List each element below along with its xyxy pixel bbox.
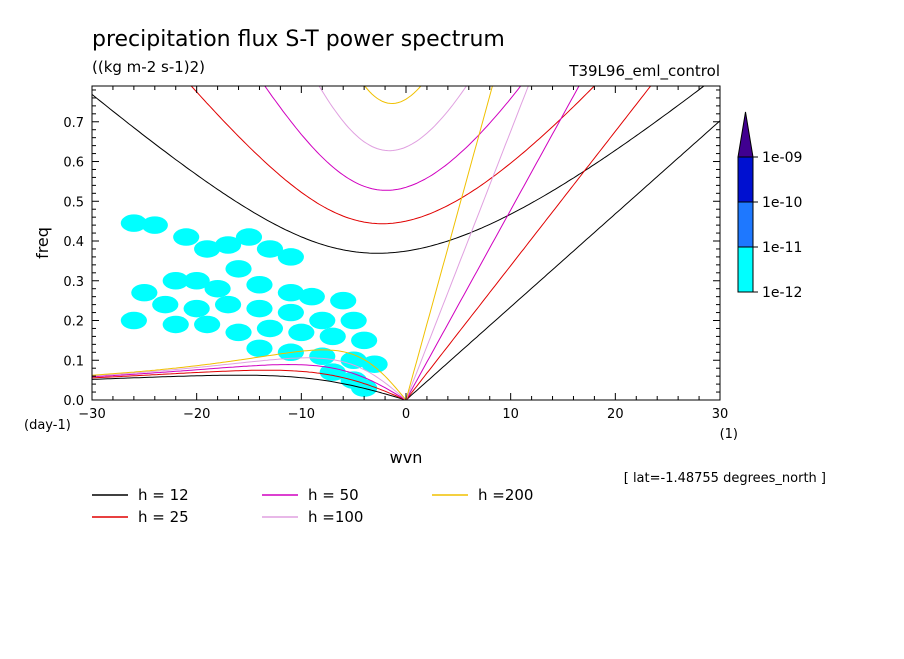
latitude-note: [ lat=-1.48755 degrees_north ]	[624, 471, 826, 486]
x-tick-label: −30	[78, 407, 105, 422]
legend: h = 12 h = 25 h = 50 h =100 h =200	[92, 486, 533, 526]
colorbar-label: 1e-12	[762, 285, 802, 301]
shaded-blob	[152, 295, 179, 314]
inertia-gravity-curve	[264, 86, 522, 191]
x-tick-label: −10	[288, 407, 315, 422]
shaded-blob	[214, 236, 242, 254]
shaded-blob	[246, 339, 273, 358]
shaded-blob	[277, 303, 304, 322]
rossby-wave-curve	[92, 369, 407, 400]
y-tick-label: 0.3	[63, 275, 84, 290]
colorbar-label: 1e-11	[762, 240, 802, 256]
colorbar-segment	[737, 156, 754, 203]
legend-label: h = 50	[308, 486, 359, 504]
shaded-blob	[256, 319, 284, 338]
y-tick-label: 0.0	[63, 394, 84, 409]
rossby-wave-curve	[92, 374, 407, 400]
units-label: ((kg m-2 s-1)2)	[92, 58, 205, 76]
x-tick-label: 0	[402, 407, 410, 422]
x-tick-label: −20	[183, 407, 210, 422]
y-tick-label: 0.2	[63, 315, 84, 330]
kelvin-wave-curve	[405, 86, 529, 400]
shaded-blob	[225, 323, 252, 342]
shaded-blob	[330, 291, 357, 310]
kelvin-wave-curve	[405, 86, 580, 400]
shaded-blob	[277, 248, 304, 266]
shaded-blob	[361, 355, 388, 373]
inertia-gravity-curve	[92, 86, 705, 254]
chart-title: precipitation flux S-T power spectrum	[92, 27, 505, 52]
y-tick-label: 0.5	[63, 195, 84, 210]
dispersion-curves	[92, 86, 720, 400]
shaded-blob	[351, 331, 378, 350]
x-tick-label: 30	[712, 407, 729, 422]
inertia-gravity-curve	[318, 86, 468, 152]
rossby-wave-curve	[92, 357, 407, 400]
shaded-blob	[183, 299, 210, 318]
rossby-wave-curve	[92, 363, 407, 400]
rossby-wave-curve	[92, 349, 407, 400]
shaded-region	[120, 214, 388, 397]
shaded-blob	[120, 311, 147, 330]
legend-label: h = 25	[138, 508, 189, 526]
x-tick-label: 20	[607, 407, 624, 422]
colorbar-segment	[737, 201, 754, 248]
inertia-gravity-curve	[364, 86, 422, 105]
shaded-blob	[340, 351, 367, 369]
shaded-blob	[173, 228, 200, 246]
shaded-blob	[162, 315, 189, 334]
shaded-blob	[131, 283, 158, 302]
colorbar-label: 1e-10	[762, 195, 802, 211]
y-tick-label: 0.1	[63, 354, 84, 369]
y-unit-label: (day-1)	[24, 418, 71, 433]
shaded-blob	[246, 299, 273, 318]
shaded-blob	[277, 283, 304, 302]
shaded-blob	[319, 327, 346, 346]
y-tick-label: 0.4	[63, 235, 84, 250]
legend-label: h = 12	[138, 486, 189, 504]
kelvin-wave-curve	[405, 120, 720, 400]
shaded-blob	[194, 315, 221, 334]
shaded-blob	[225, 260, 252, 278]
shaded-blob	[120, 214, 147, 232]
x-tick-label: 10	[502, 407, 519, 422]
y-tick-label: 0.6	[63, 156, 84, 171]
shaded-blob	[340, 311, 367, 330]
y-tick-label: 0.7	[63, 116, 84, 131]
shaded-blob	[194, 240, 221, 258]
shaded-blob	[162, 272, 189, 290]
shaded-blob	[246, 275, 273, 294]
shaded-blob	[309, 311, 336, 330]
colorbar: 1e-12 1e-11 1e-10 1e-09	[737, 111, 802, 301]
kelvin-wave-curve	[405, 86, 493, 400]
colorbar-label: 1e-09	[762, 150, 802, 166]
shaded-blob	[183, 272, 210, 290]
colorbar-extend-triangle	[737, 111, 754, 158]
shaded-blob	[256, 240, 284, 258]
kelvin-wave-curve	[405, 86, 652, 400]
shaded-blob	[141, 216, 168, 234]
colorbar-segment	[737, 246, 754, 293]
legend-label: h =200	[478, 486, 533, 504]
axis-ticks: −30 −20 −10 0 10 20 30 0.0 0.1 0.2 0.3 0.4 0.5 0.6 0.7	[63, 86, 728, 422]
shaded-blob	[235, 228, 263, 246]
run-name: T39L96_eml_control	[568, 62, 720, 81]
shaded-blob	[309, 347, 336, 366]
shaded-blob	[288, 323, 315, 342]
x-axis-label: wvn	[390, 448, 423, 467]
y-axis-label: freq	[33, 227, 52, 259]
x-unit-label: (1)	[720, 427, 738, 442]
legend-label: h =100	[308, 508, 363, 526]
shaded-blob	[214, 295, 242, 314]
shaded-blob	[298, 287, 325, 306]
shaded-blob	[204, 279, 231, 298]
